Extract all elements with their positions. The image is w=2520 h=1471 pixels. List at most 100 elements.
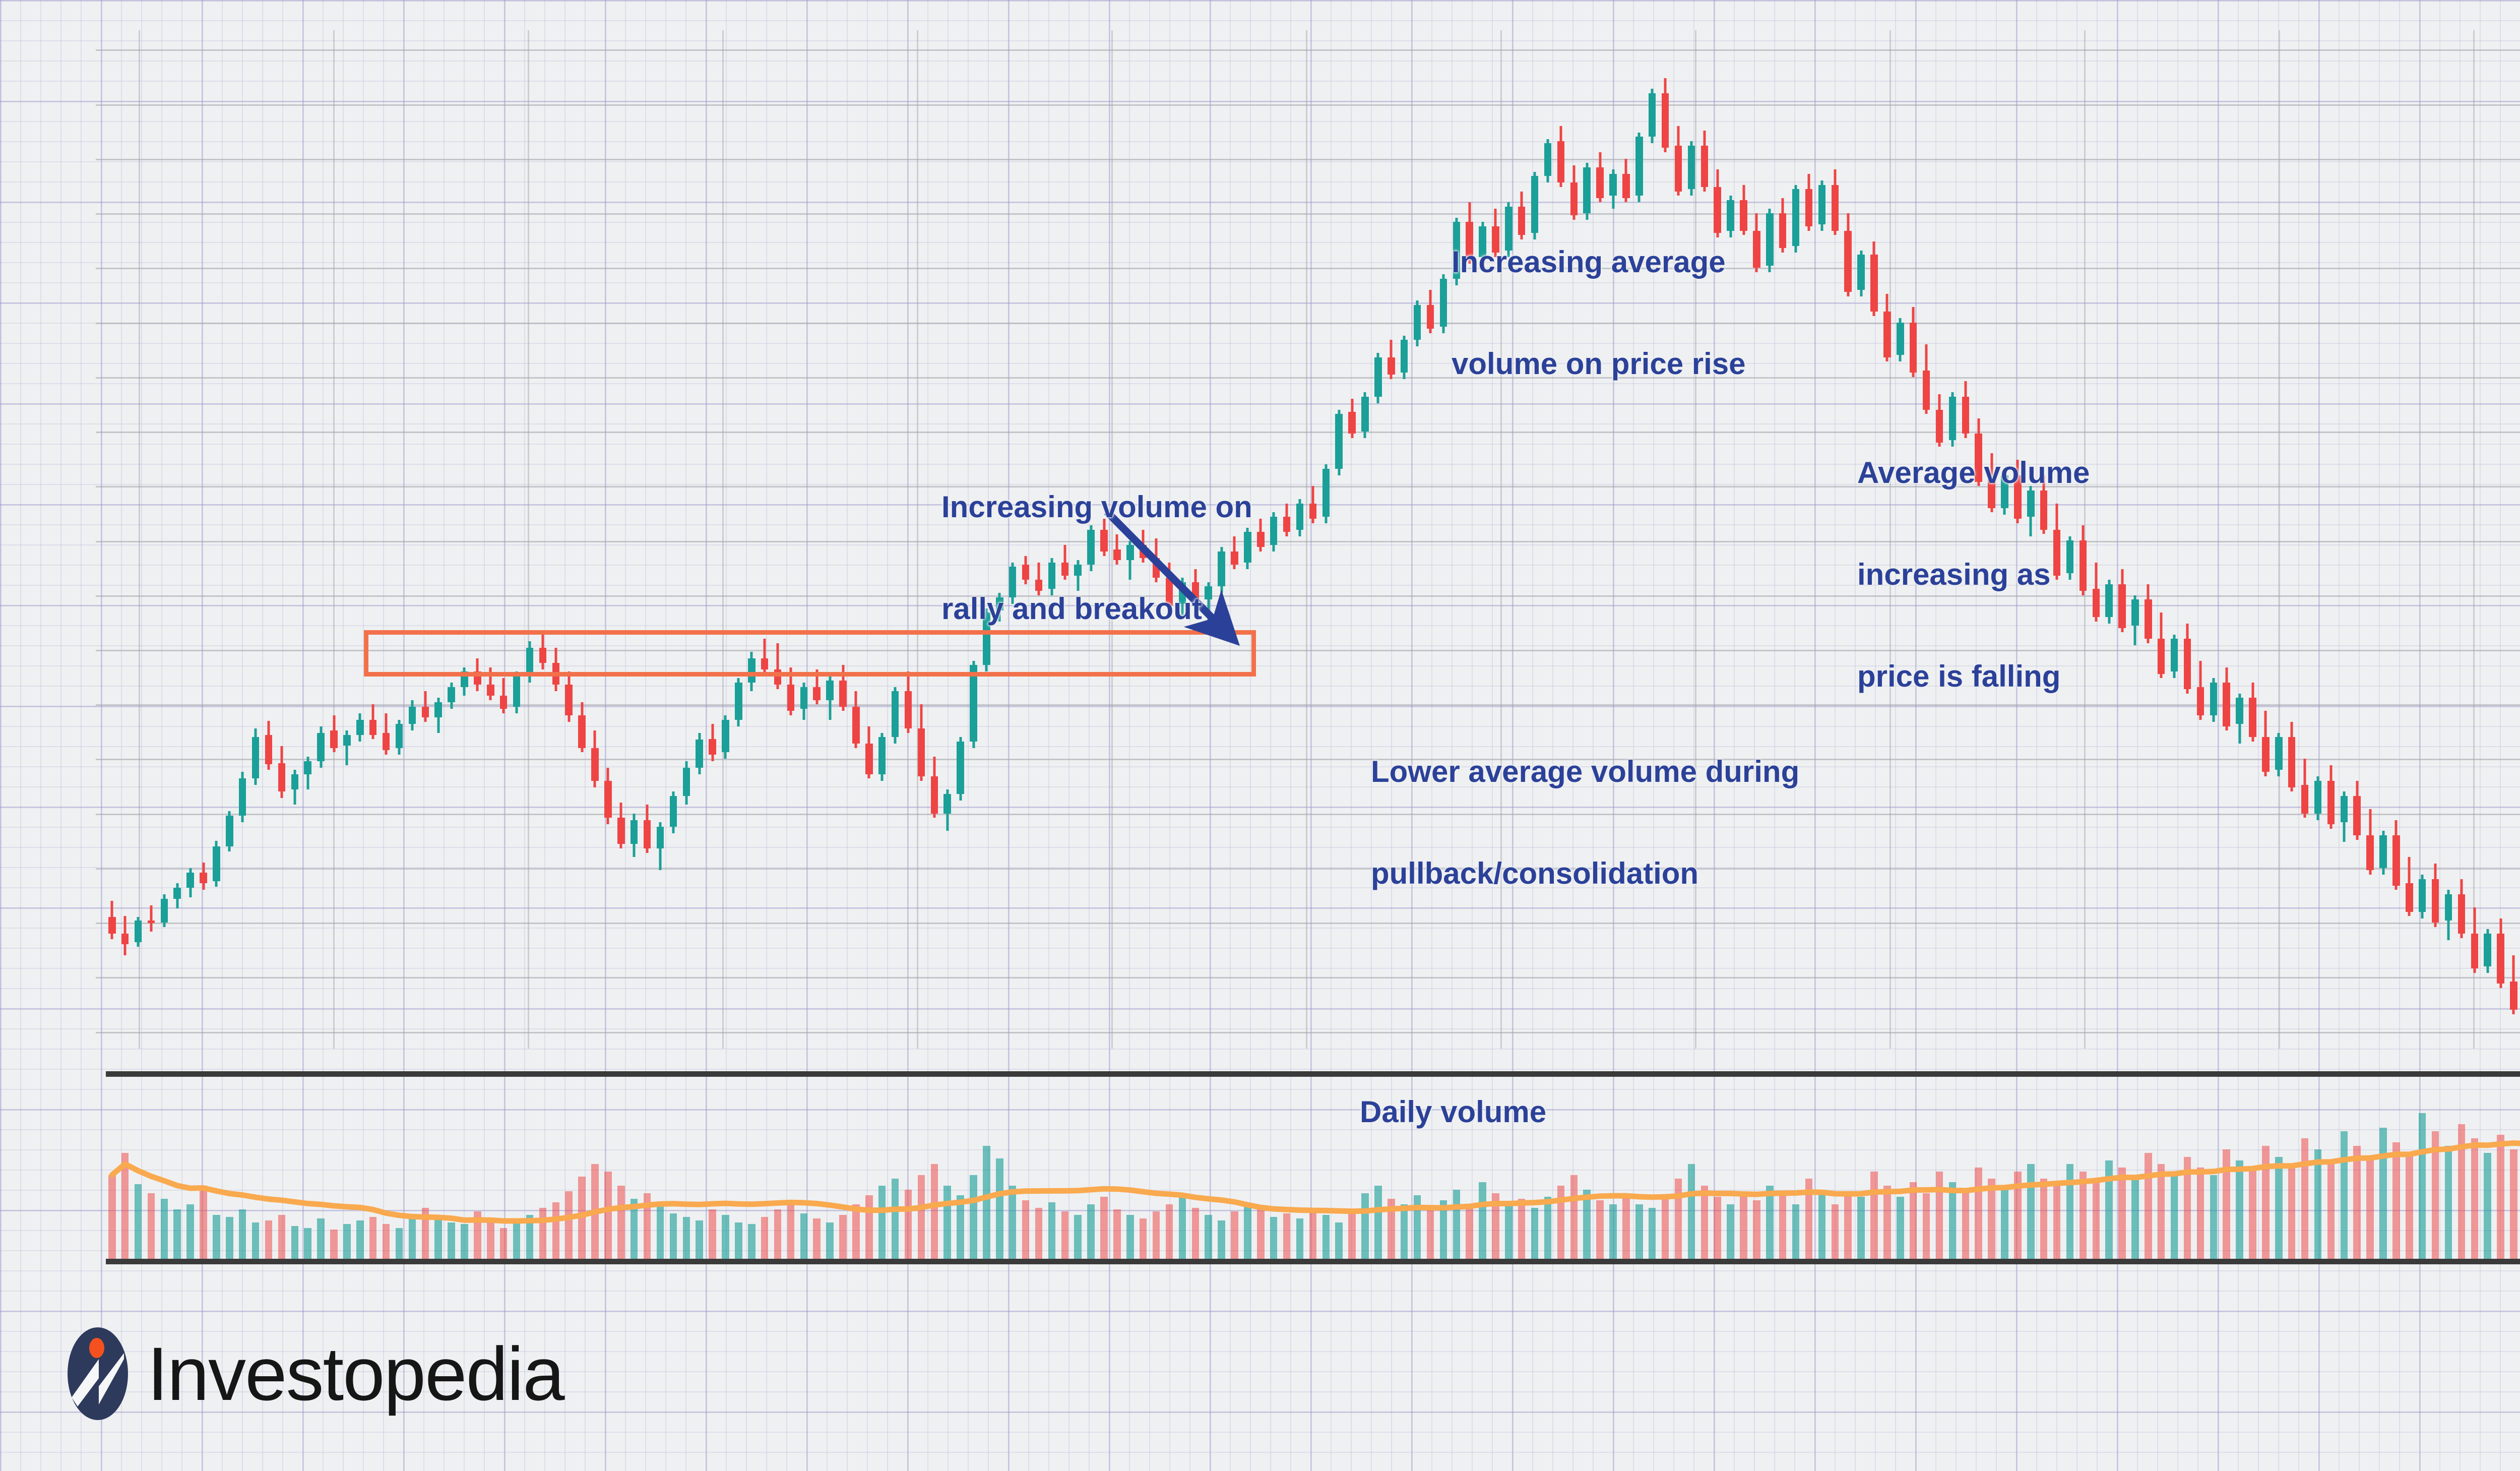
volume-bar [1152,1211,1160,1259]
candlestick [2314,776,2322,820]
candle-body [1544,143,1552,176]
candlestick [226,811,233,852]
candlestick [1844,213,1852,296]
candle-body [291,774,299,790]
candle-body [957,741,964,794]
candlestick [943,789,951,831]
candlestick [865,726,873,779]
volume-bar [2183,1156,2191,1259]
volume-bar [1988,1178,1995,1259]
volume-bar [943,1186,951,1259]
volume-bar [1700,1186,1709,1259]
volume-bar [1505,1204,1513,1259]
volume-bar [1100,1197,1108,1259]
volume-bar [173,1209,181,1259]
volume-bar [108,1175,116,1259]
candle-body [382,732,390,751]
price-gridline [96,377,2520,379]
volume-bar [200,1186,207,1259]
candlestick [1322,464,1330,523]
volume-bar [669,1213,677,1259]
candlestick [1557,126,1565,188]
candlestick [434,698,442,733]
candle-body [2497,933,2504,984]
volume-bar [1753,1200,1760,1259]
candle-wick [489,667,492,700]
candle-body [1439,278,1447,327]
volume-bar [2484,1153,2491,1259]
volume-bar [1857,1197,1865,1259]
candle-body [265,734,273,765]
candle-body [1557,141,1565,183]
candlestick [826,673,834,720]
volume-bar [1635,1204,1643,1259]
candlestick [1544,139,1552,183]
volume-bar [617,1186,625,1259]
volume-bar [826,1222,834,1259]
candlestick [186,868,194,898]
price-gridline [96,486,2520,488]
candle-body [696,739,703,768]
candlestick [2406,857,2413,916]
candle-body [617,818,625,844]
candlestick [1700,130,1709,192]
volume-bar [1779,1193,1787,1259]
price-gridline [96,868,2520,870]
volume-bar [930,1164,938,1259]
volume-bar [1296,1218,1304,1259]
candle-body [200,872,207,884]
volume-bar [696,1220,703,1259]
candle-body [2392,835,2400,886]
candlestick [2040,475,2048,534]
candle-body [330,730,338,748]
volume-bar [408,1218,416,1259]
candlestick [1935,394,1943,447]
candlestick [1296,499,1304,536]
volume-bar [1557,1186,1565,1259]
candle-body [1426,304,1434,329]
volume-bar [1165,1204,1173,1259]
candle-body [1388,357,1395,375]
candlestick [2471,907,2479,973]
candle-body [1335,414,1343,469]
annotation-avg-volume-price-rise: Increasing average volume on price rise [1452,177,1746,449]
candlestick [108,900,116,939]
candlestick [1883,294,1891,362]
volume-bar [2210,1175,2218,1259]
candlestick [2210,678,2218,722]
time-gridline [139,30,140,1049]
volume-bar [1048,1202,1056,1259]
candle-body [709,739,716,755]
candle-body [839,680,847,707]
candle-body [147,920,155,923]
candle-body [2105,584,2113,618]
candle-body [1400,340,1408,373]
volume-bar [1766,1186,1774,1259]
volume-bar [1975,1168,1982,1259]
candlestick [1818,180,1826,231]
annotation-rally-breakout-line2: rally and breakout [941,591,1202,626]
candle-body [2301,785,2309,814]
time-gridline [333,30,335,1049]
volume-bar [1061,1211,1069,1259]
candlestick [578,702,586,753]
candlestick [591,730,599,787]
volume-bar [395,1228,403,1259]
volume-bar [1870,1171,1878,1259]
candle-body [643,820,651,848]
volume-bar [160,1198,168,1259]
candlestick [1453,217,1460,285]
volume-bar [265,1220,273,1259]
volume-bar [2145,1153,2152,1259]
candle-body [2079,540,2087,591]
volume-bar [1740,1193,1747,1259]
candle-wick [1077,560,1080,591]
candlestick [787,667,795,715]
candlestick [2105,580,2113,624]
volume-bar [1897,1197,1904,1259]
candle-body [2118,584,2126,628]
volume-bar [1348,1209,1356,1259]
candle-body [2458,894,2466,934]
candle-body [2379,835,2387,868]
volume-bar [1126,1215,1134,1259]
